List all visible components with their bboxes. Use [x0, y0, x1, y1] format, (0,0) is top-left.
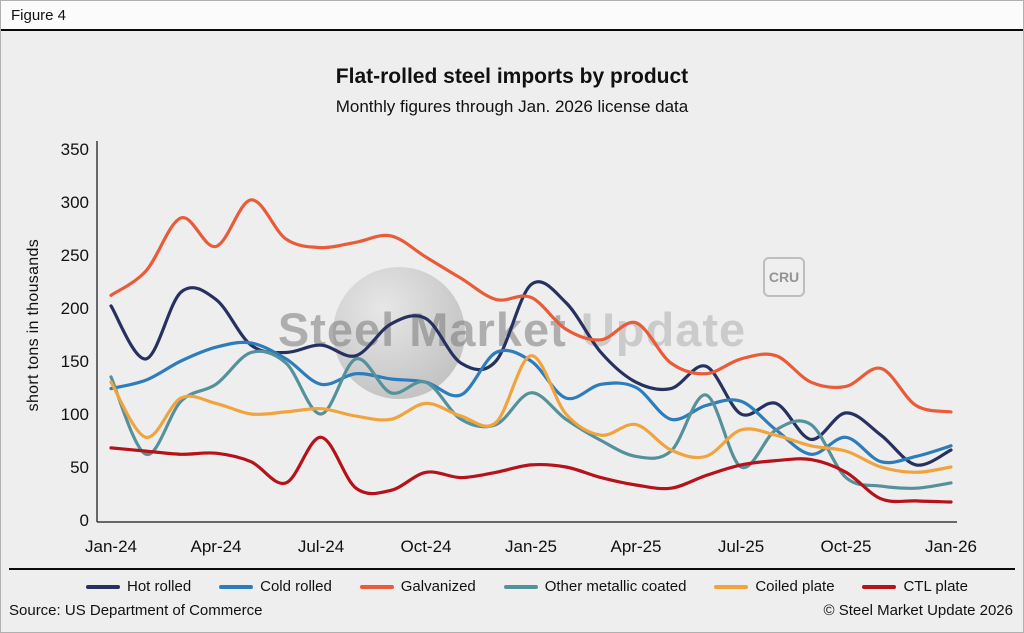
x-tick-label: Jul-24 [298, 537, 344, 556]
legend-item-cold-rolled: Cold rolled [219, 578, 332, 595]
x-tick-label: Apr-24 [190, 537, 241, 556]
x-tick-label: Jan-25 [505, 537, 557, 556]
legend-item-coiled-plate: Coiled plate [714, 578, 835, 595]
y-tick-label: 350 [61, 140, 89, 159]
legend-swatch-coiled-plate [714, 584, 749, 589]
series-line-hot-rolled [109, 280, 953, 467]
legend-separator-line [9, 568, 1015, 570]
y-tick-label: 250 [61, 246, 89, 265]
y-tick-label: 50 [70, 458, 89, 477]
x-tick-label: Apr-25 [610, 537, 661, 556]
series-line-ctl-plate [109, 435, 953, 504]
legend-label: Hot rolled [127, 578, 192, 595]
legend-item-galvanized: Galvanized [359, 578, 476, 595]
x-tick-label: Oct-24 [400, 537, 451, 556]
series-line-cold-rolled [109, 340, 953, 465]
x-tick-label: Jan-24 [85, 537, 137, 556]
legend-label: Galvanized [400, 578, 476, 595]
x-tick-label: Jul-25 [718, 537, 764, 556]
legend-label: Other metallic coated [544, 578, 687, 595]
legend-swatch-other-metallic-coated [503, 584, 538, 589]
cru-badge: CRU [763, 257, 805, 297]
legend-item-hot-rolled: Hot rolled [86, 578, 191, 595]
y-tick-label: 150 [61, 352, 89, 371]
series-line-coiled-plate [109, 354, 953, 474]
legend-item-ctl-plate: CTL plate [862, 578, 968, 595]
series-line-galvanized [109, 198, 953, 414]
y-tick-label: 0 [80, 511, 89, 530]
x-tick-label: Jan-26 [925, 537, 977, 556]
legend-label: Cold rolled [260, 578, 332, 595]
legend-swatch-galvanized [359, 584, 394, 589]
legend-item-other-metallic-coated: Other metallic coated [503, 578, 687, 595]
y-tick-label: 300 [61, 193, 89, 212]
legend-swatch-ctl-plate [862, 584, 897, 589]
x-tick-label: Oct-25 [820, 537, 871, 556]
y-tick-label: 200 [61, 299, 89, 318]
legend-swatch-hot-rolled [86, 584, 120, 589]
legend-label: Coiled plate [755, 578, 835, 595]
y-tick-label: 100 [61, 405, 89, 424]
chart-title: Flat-rolled steel imports by product [335, 65, 689, 88]
watermark-part2: Update [580, 303, 747, 356]
source-note: Source: US Department of Commerce [9, 602, 263, 619]
legend-swatch-cold-rolled [219, 584, 254, 589]
watermark-logo [333, 267, 465, 399]
series-line-other-metallic-coated [109, 349, 953, 490]
figure-header: Figure 4 [1, 1, 1023, 31]
figure-label: Figure 4 [11, 7, 67, 24]
copyright-note: © Steel Market Update 2026 [823, 602, 1014, 619]
line-chart: 0 50 100 150 200 250 300 350 Jan-24 Apr-24 Jul-24 O… [61, 140, 977, 556]
chart-subtitle: Monthly figures through Jan. 2026 licens… [335, 97, 689, 116]
legend-label: CTL plate [903, 578, 968, 595]
chart-legend: Hot rolled Cold rolled Galvanized Other met… [86, 578, 968, 595]
